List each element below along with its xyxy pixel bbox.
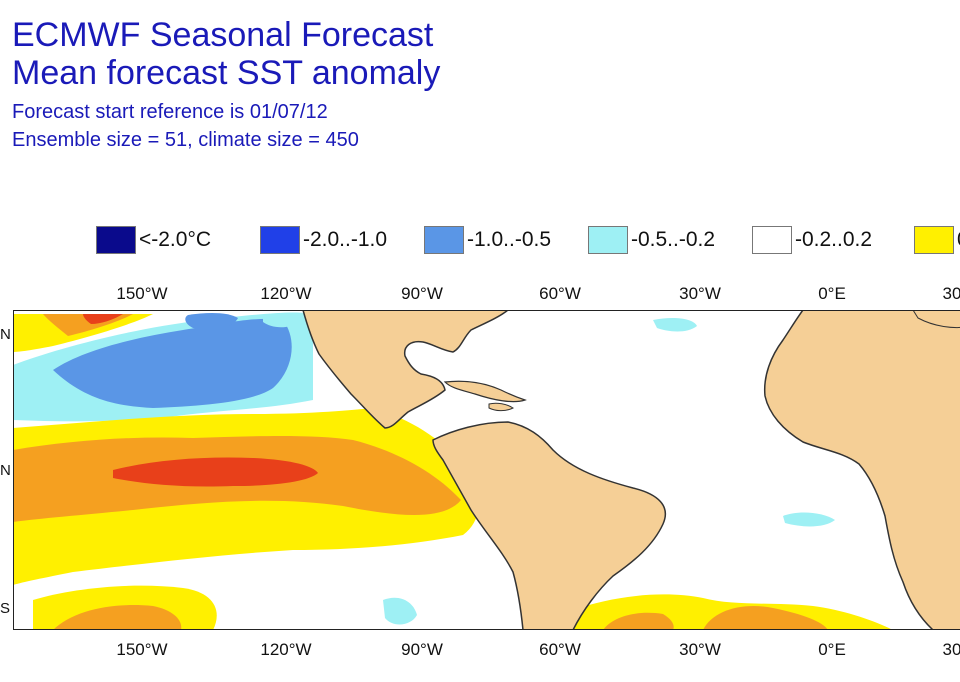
legend-label: <-2.0°C <box>139 228 212 251</box>
legend-swatch <box>96 226 136 254</box>
legend-label: -1.0..-0.5 <box>467 228 552 251</box>
warm-yellow-strip-top <box>13 314 153 352</box>
legend-item-minus02-02: -0.2..0.2 <box>752 226 872 254</box>
north-america-land <box>302 310 510 429</box>
lon-label: 0°E <box>818 284 846 303</box>
lon-label: 150°W <box>116 640 168 659</box>
sst-anomaly-map <box>13 310 960 630</box>
lon-label: 0°E <box>818 640 846 659</box>
cold-light-south-pacific <box>383 597 417 625</box>
lon-label: 150°W <box>116 284 168 303</box>
legend-swatch <box>260 226 300 254</box>
legend-item-minus2-minus1: -2.0..-1.0 <box>260 226 387 254</box>
lon-label: 120°W <box>260 284 312 303</box>
legend-swatch <box>752 226 792 254</box>
hispaniola-land <box>488 402 514 412</box>
legend-label: -0.5..-0.2 <box>631 228 716 251</box>
map-svg <box>13 310 960 630</box>
warm-red-eq-pacific <box>113 457 318 487</box>
legend-swatch <box>914 226 954 254</box>
legend-item-minus05-minus02: -0.5..-0.2 <box>588 226 715 254</box>
title-line-1: ECMWF Seasonal Forecast <box>12 16 434 54</box>
lat-label-south: S <box>0 600 11 617</box>
lon-label: 120°W <box>260 640 312 659</box>
forecast-start-text: Forecast start reference is 01/07/12 <box>12 101 328 123</box>
cold-light-mid-atlantic <box>783 512 835 527</box>
cold-medium-region-north <box>53 318 292 408</box>
lon-label: 30 <box>942 284 960 303</box>
lon-labels-bottom: 150°W 120°W 90°W 60°W 30°W 0°E 30 <box>0 640 960 664</box>
lon-label: 90°W <box>401 640 443 659</box>
lon-label: 60°W <box>539 640 581 659</box>
lon-label: 90°W <box>401 284 443 303</box>
legend-label: -0.2..0.2 <box>795 228 873 251</box>
lon-labels-top: 150°W 120°W 90°W 60°W 30°W 0°E 30 <box>0 284 960 308</box>
lat-label-north-top: N <box>0 326 11 343</box>
legend-label: -2.0..-1.0 <box>303 228 388 251</box>
lon-label: 30°W <box>679 640 721 659</box>
europe-land <box>912 310 960 329</box>
legend-item-lt-minus2: <-2.0°C <box>96 226 211 254</box>
cold-light-patch-north <box>263 313 298 328</box>
legend-item-warm: 0 <box>914 226 960 254</box>
warm-orange-south-atlantic-2 <box>703 606 828 630</box>
lon-label: 60°W <box>539 284 581 303</box>
legend-swatch <box>424 226 464 254</box>
lon-label: 30 <box>942 640 960 659</box>
africa-land <box>763 310 960 630</box>
cuba-land <box>443 380 527 403</box>
cold-medium-patch <box>185 313 238 330</box>
cold-light-atlantic-north <box>653 318 697 332</box>
color-legend: <-2.0°C -2.0..-1.0 -1.0..-0.5 -0.5..-0.2… <box>0 222 960 258</box>
warm-red-strip-top <box>83 314 123 324</box>
legend-swatch <box>588 226 628 254</box>
ensemble-size-text: Ensemble size = 51, climate size = 450 <box>12 129 359 151</box>
legend-label: 0 <box>957 228 960 252</box>
lon-label: 30°W <box>679 284 721 303</box>
warm-orange-south-pacific <box>53 605 182 630</box>
lat-label-north-mid: N <box>0 462 11 479</box>
warm-orange-south-atlantic-1 <box>603 612 674 630</box>
south-america-land <box>432 421 666 630</box>
legend-item-minus1-minus05: -1.0..-0.5 <box>424 226 551 254</box>
title-line-2: Mean forecast SST anomaly <box>12 54 441 92</box>
title-block: ECMWF Seasonal Forecast Mean forecast SS… <box>12 16 440 154</box>
